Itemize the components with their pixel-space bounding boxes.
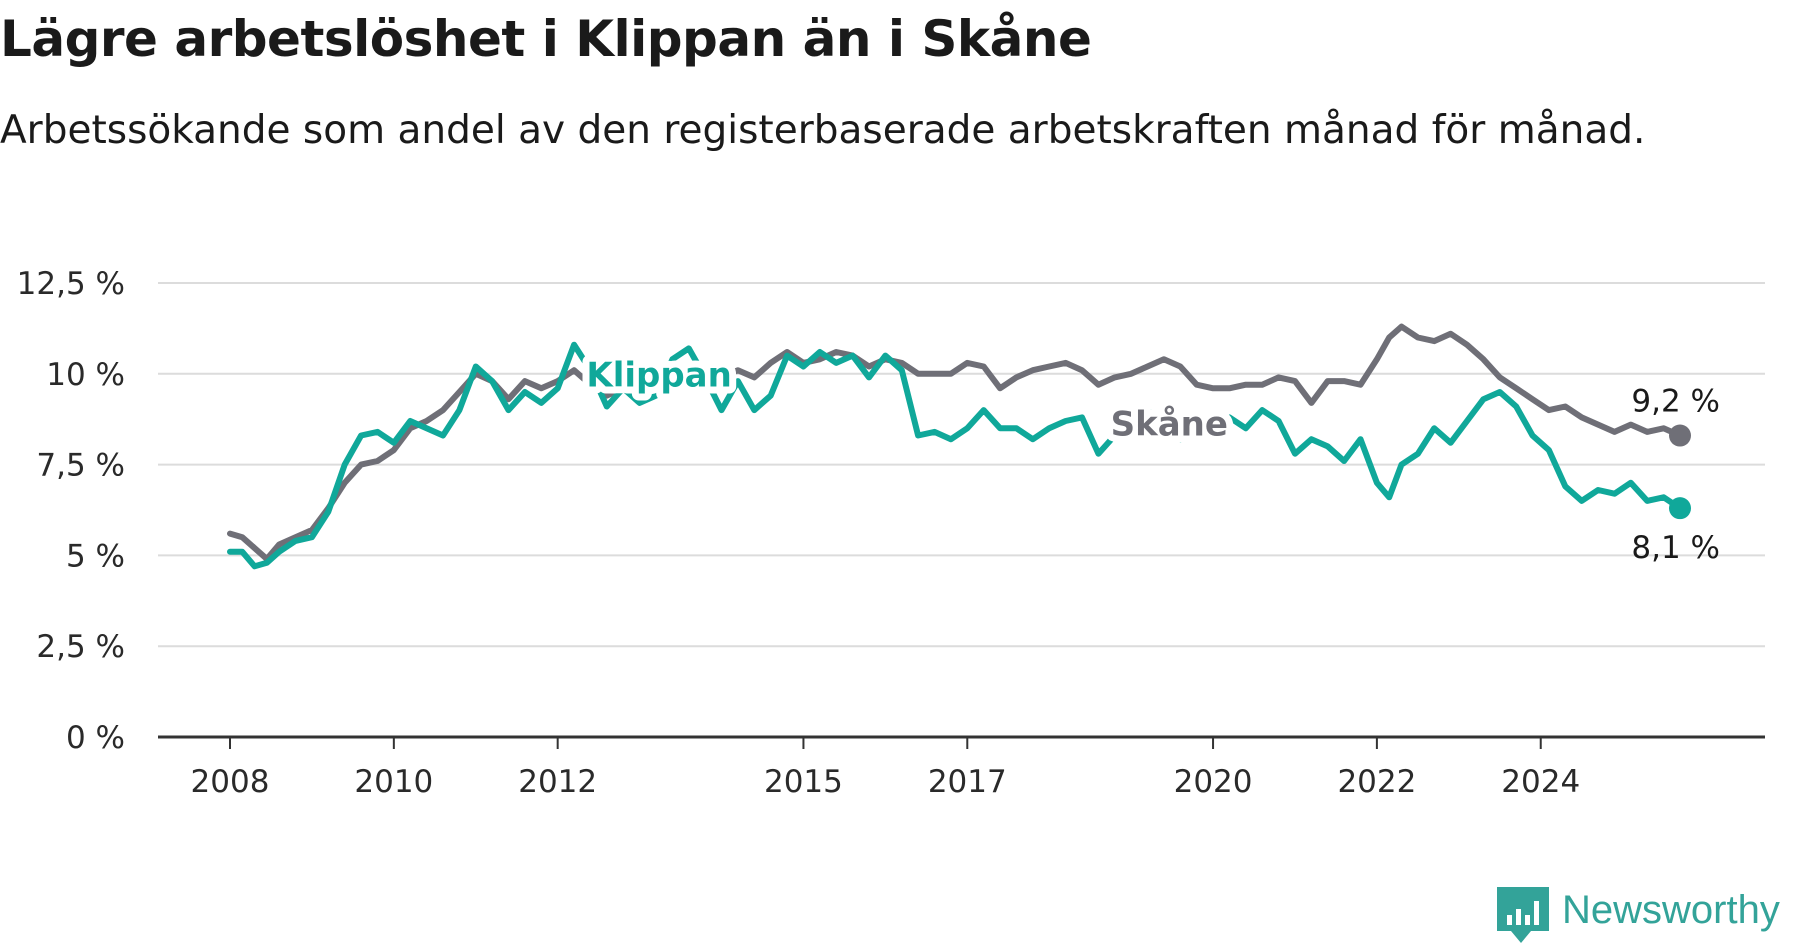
y-tick-label: 2,5 % bbox=[36, 629, 125, 665]
y-axis-ticks: 0 % 2,5 % 5 % 7,5 % 10 % 12,5 % bbox=[17, 266, 125, 756]
grid-lines bbox=[158, 282, 1765, 648]
x-tick-label: 2024 bbox=[1501, 764, 1580, 800]
x-axis-ticks: 2008 2010 2012 2015 2017 2020 2022 2024 bbox=[191, 737, 1580, 800]
series-name-halo-klippan: Klippan bbox=[586, 356, 731, 396]
end-point-klippan bbox=[1669, 497, 1691, 520]
y-tick-label: 10 % bbox=[46, 357, 125, 393]
x-tick-label: 2020 bbox=[1174, 764, 1253, 800]
y-tick-label: 0 % bbox=[66, 720, 125, 756]
chart-title: Lägre arbetslöshet i Klippan än i Skåne bbox=[0, 10, 1092, 68]
series-line-klippan bbox=[227, 341, 1683, 570]
series-line-sk-ne bbox=[227, 323, 1683, 562]
end-label-klippan: 8,1 % bbox=[1631, 530, 1720, 566]
chart-subtitle: Arbetssökande som andel av den registerb… bbox=[0, 108, 1646, 153]
brand-name: Newsworthy bbox=[1562, 888, 1780, 932]
y-tick-label: 7,5 % bbox=[36, 448, 125, 484]
series-name-halo-sk-ne: Skåne bbox=[1111, 405, 1228, 445]
end-label-sk-ne: 9,2 % bbox=[1631, 384, 1720, 420]
x-tick-label: 2010 bbox=[354, 764, 433, 800]
y-tick-label: 12,5 % bbox=[17, 266, 125, 302]
series-name-sk-ne: Skåne bbox=[1111, 405, 1228, 445]
end-point-sk-ne bbox=[1669, 424, 1691, 447]
x-tick-label: 2022 bbox=[1337, 764, 1416, 800]
series-group bbox=[227, 323, 1691, 570]
x-tick-label: 2017 bbox=[928, 764, 1007, 800]
series-name-klippan: Klippan bbox=[586, 356, 731, 396]
y-tick-label: 5 % bbox=[66, 538, 125, 574]
newsworthy-logo-icon bbox=[1497, 887, 1549, 943]
x-tick-label: 2008 bbox=[191, 764, 270, 800]
x-tick-label: 2015 bbox=[764, 764, 843, 800]
x-tick-label: 2012 bbox=[518, 764, 597, 800]
